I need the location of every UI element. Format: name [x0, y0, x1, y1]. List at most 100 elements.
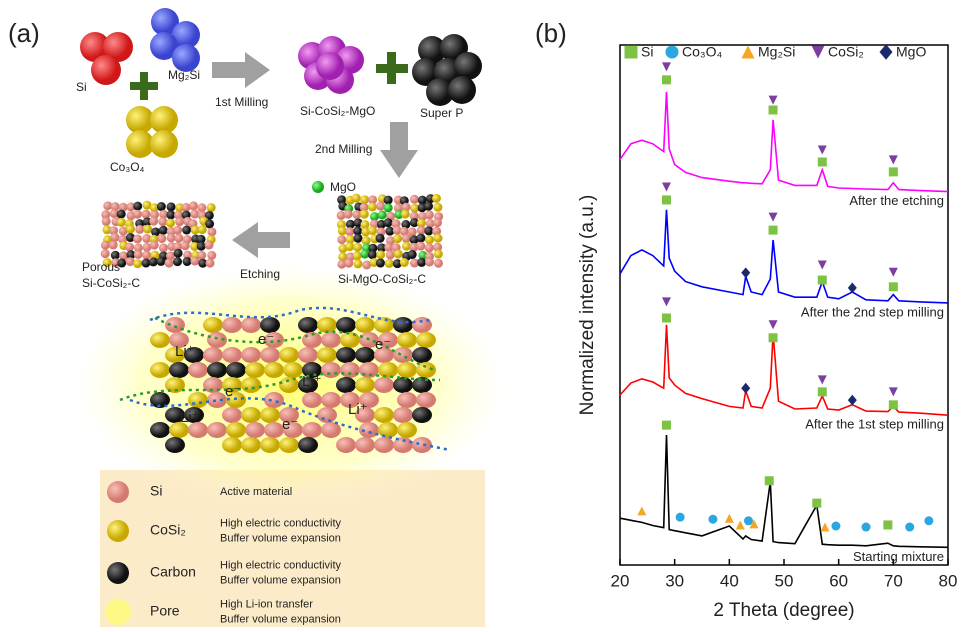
network-particle	[397, 362, 417, 378]
cluster-particle	[205, 219, 214, 228]
cluster-particle	[181, 241, 190, 250]
carrier-label: Li⁺	[175, 343, 195, 360]
phase-marker	[883, 520, 892, 529]
cluster-particle	[174, 249, 183, 258]
product-label: Super P	[420, 106, 463, 120]
cluster-particle	[190, 257, 199, 266]
product1-spheres	[298, 36, 364, 94]
network-particle	[150, 332, 170, 348]
cluster-particle	[134, 250, 143, 259]
phase-marker	[765, 476, 774, 485]
phase-marker	[818, 387, 827, 396]
network-particle	[340, 362, 360, 378]
cluster-particle	[157, 257, 166, 266]
network-particle	[241, 437, 261, 453]
network-particle	[150, 362, 170, 378]
curve-label: Starting mixture	[853, 549, 944, 564]
legend-symbol	[666, 46, 679, 59]
cluster-particle	[384, 218, 393, 227]
network-particle	[336, 437, 356, 453]
cluster-particle	[150, 241, 159, 250]
cluster-particle	[205, 259, 214, 268]
x-tick-label: 30	[665, 571, 684, 590]
cluster-particle	[135, 225, 144, 234]
phase-marker	[889, 268, 898, 277]
network-particle	[260, 437, 280, 453]
network-particle	[397, 392, 417, 408]
network-particle	[188, 362, 208, 378]
cluster-particle	[158, 217, 167, 226]
network-particle	[298, 317, 318, 333]
cluster-particle	[408, 250, 417, 259]
network-particle	[374, 407, 394, 423]
cluster-particle	[368, 250, 377, 259]
phase-marker	[769, 213, 778, 222]
cluster-particle	[142, 210, 151, 219]
network-particle	[245, 362, 265, 378]
network-particle	[412, 407, 432, 423]
composite-clusters	[101, 194, 443, 270]
phase-marker	[821, 523, 830, 532]
cluster-particle	[425, 258, 434, 267]
network-particle	[336, 317, 356, 333]
cluster-particle	[110, 233, 119, 242]
cluster-particle	[117, 210, 126, 219]
cluster-particle	[101, 249, 110, 258]
network-particle	[412, 377, 432, 393]
cluster-particle	[368, 226, 377, 235]
network-particle	[412, 347, 432, 363]
phase-marker	[769, 333, 778, 342]
cluster-particle	[101, 241, 110, 250]
cluster-particle	[133, 259, 142, 268]
cluster-particle	[157, 234, 166, 243]
xrd-curve	[620, 92, 948, 192]
product-label: Si-CoSi₂-MgO	[300, 104, 375, 118]
step-label: 1st Milling	[215, 95, 268, 109]
panel-label: (b)	[535, 18, 567, 48]
figure: (a)(b)SiMg₂SiCo₃O₄1st MillingSi-CoSi₂-Mg…	[0, 0, 962, 627]
phase-marker	[662, 421, 671, 430]
cluster-particle	[425, 235, 434, 244]
network-particle	[355, 437, 375, 453]
legend-name: Si	[150, 483, 162, 499]
network-particle	[260, 407, 280, 423]
network-particle	[321, 422, 341, 438]
network-particle	[264, 362, 284, 378]
cluster-particle	[400, 258, 409, 267]
network-particle	[207, 392, 227, 408]
phase-marker	[736, 520, 745, 529]
carrier-label: e⁻	[225, 383, 241, 400]
legend-desc: Active material	[220, 486, 292, 498]
cluster-particle	[157, 202, 166, 211]
co3o4-spheres	[126, 106, 178, 158]
cluster-particle	[165, 259, 174, 268]
x-tick-label: 70	[884, 571, 903, 590]
si-spheres	[80, 32, 133, 85]
cluster-particle	[183, 257, 192, 266]
network-particle	[226, 362, 246, 378]
network-particle	[226, 422, 246, 438]
network-particle	[355, 317, 375, 333]
network-particle	[302, 422, 322, 438]
network-particle	[393, 347, 413, 363]
network-particle	[340, 332, 360, 348]
network-particle	[150, 422, 170, 438]
cluster-particle	[416, 234, 425, 243]
network-particle	[378, 422, 398, 438]
network-particle	[359, 362, 379, 378]
network-particle	[203, 347, 223, 363]
cluster-particle	[337, 235, 346, 244]
cluster-particle	[394, 250, 403, 259]
arrow	[380, 122, 418, 178]
network-particle	[260, 347, 280, 363]
phase-marker	[708, 515, 717, 524]
network-particle	[222, 437, 242, 453]
network-particle	[321, 392, 341, 408]
plus	[376, 52, 408, 84]
cluster-particle	[410, 195, 419, 204]
network-particle	[207, 422, 227, 438]
cluster-particle	[173, 257, 182, 266]
cluster-particle	[393, 234, 402, 243]
phase-marker	[744, 516, 753, 525]
phase-marker	[889, 400, 898, 409]
